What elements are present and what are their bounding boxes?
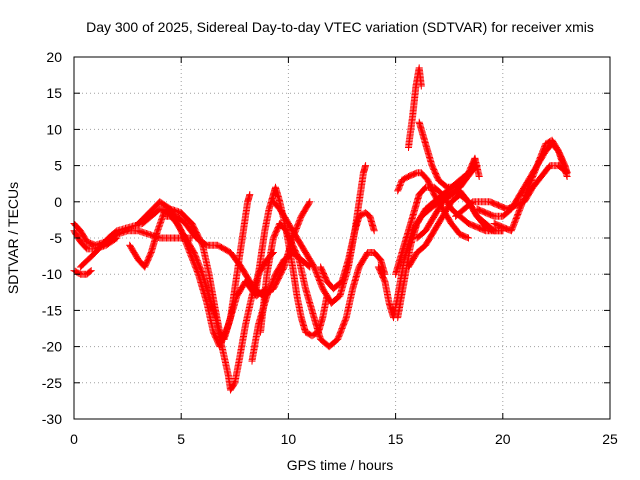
- marker-plus: [490, 136, 571, 235]
- y-tick-label: -10: [42, 266, 62, 282]
- x-tick-label: 20: [495, 431, 511, 447]
- series-arc-8: [248, 249, 314, 365]
- x-axis-label: GPS time / hours: [287, 457, 394, 473]
- series-arc-19: [405, 64, 425, 151]
- marker-plus: [76, 205, 277, 394]
- y-tick-label: 20: [46, 49, 62, 65]
- series-arc-9: [257, 220, 389, 351]
- y-tick-label: 10: [46, 121, 62, 137]
- y-tick-label: -20: [42, 339, 62, 355]
- series-arc-23: [490, 136, 571, 235]
- y-tick-label: -15: [42, 302, 62, 318]
- marker-plus: [415, 118, 483, 191]
- x-tick-label: 10: [281, 431, 297, 447]
- y-tick-label: 0: [54, 194, 62, 210]
- x-tick-label: 0: [70, 431, 78, 447]
- x-tick-label: 5: [177, 431, 185, 447]
- marker-plus: [257, 220, 389, 351]
- marker-plus: [134, 198, 271, 351]
- y-tick-label: -30: [42, 411, 62, 427]
- series-arc-20: [415, 118, 483, 191]
- marker-plus: [394, 169, 472, 242]
- y-tick-label: 5: [54, 158, 62, 174]
- data-points: [70, 64, 571, 394]
- y-tick-label: 15: [46, 85, 62, 101]
- series-arc-4: [76, 205, 277, 394]
- marker-plus: [317, 209, 378, 293]
- marker-plus: [405, 64, 425, 151]
- series-arc-6: [134, 198, 271, 351]
- x-axis-ticks: 0 5 10 15 20 25: [70, 57, 618, 447]
- x-tick-label: 25: [602, 431, 618, 447]
- chart-title: Day 300 of 2025, Sidereal Day-to-day VTE…: [86, 19, 594, 35]
- marker-plus: [248, 249, 314, 365]
- y-tick-label: -5: [50, 230, 63, 246]
- y-tick-label: -25: [42, 375, 62, 391]
- x-tick-label: 15: [388, 431, 404, 447]
- y-axis-label: SDTVAR / TECUs: [5, 182, 21, 294]
- y-axis-ticks: -30 -25 -20 -15 -10 -5 0 5 10 15 20: [42, 49, 610, 427]
- series-arc-18: [394, 169, 472, 242]
- series-arc-12: [317, 209, 378, 293]
